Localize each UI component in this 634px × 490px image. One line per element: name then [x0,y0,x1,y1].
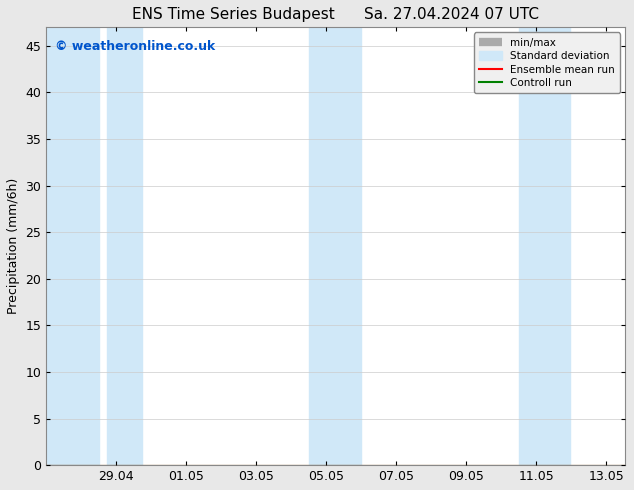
Bar [108,27,143,465]
Legend: min/max, Standard deviation, Ensemble mean run, Controll run: min/max, Standard deviation, Ensemble me… [474,32,620,93]
Title: ENS Time Series Budapest      Sa. 27.04.2024 07 UTC: ENS Time Series Budapest Sa. 27.04.2024 … [133,7,540,22]
Text: © weatheronline.co.uk: © weatheronline.co.uk [55,40,215,53]
Bar [46,27,99,465]
Bar [519,27,569,465]
Bar [309,27,361,465]
Y-axis label: Precipitation (mm/6h): Precipitation (mm/6h) [7,178,20,315]
